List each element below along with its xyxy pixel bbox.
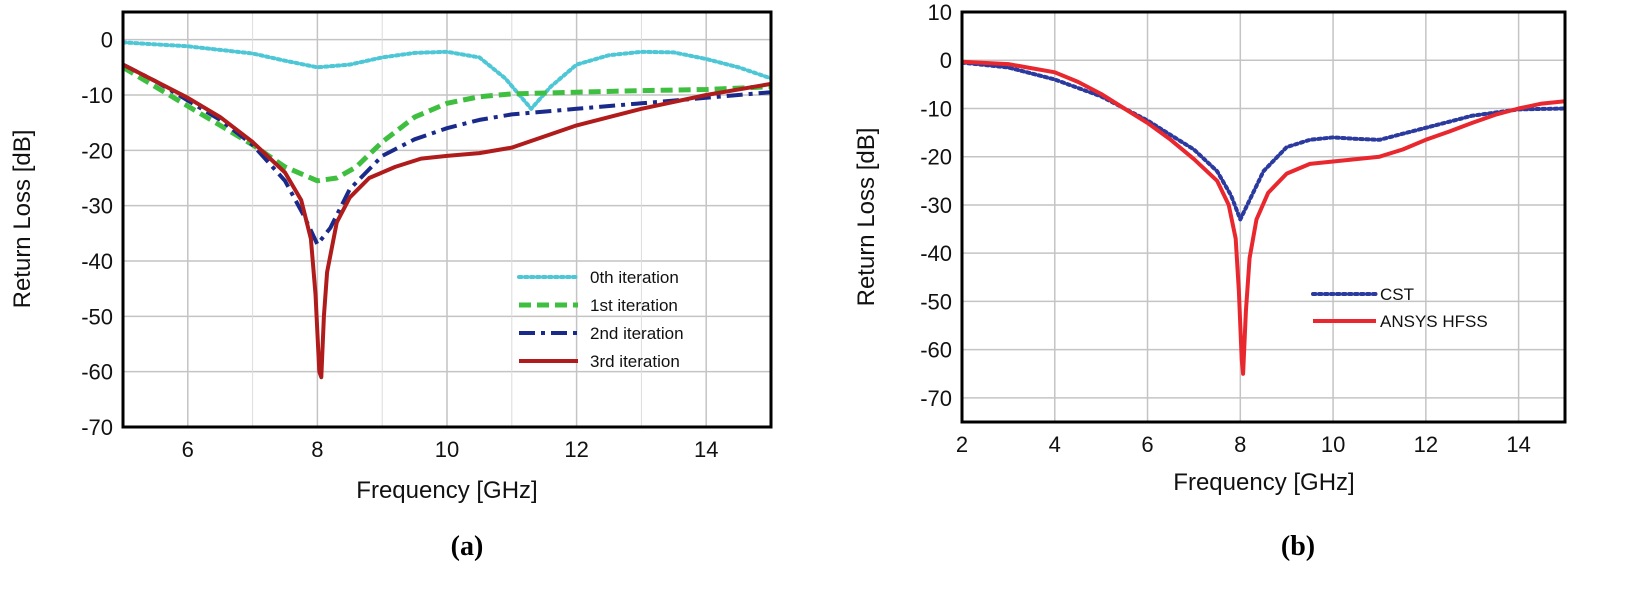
legend-label: CST: [1380, 285, 1414, 304]
y-tick-labels-a: 0 -10 -20 -30 -40 -50 -60 -70: [81, 28, 113, 440]
y-tick-label: -20: [81, 138, 113, 163]
y-tick-label: -30: [920, 193, 952, 218]
plot-frame-b: [960, 10, 1567, 424]
x-tick-label: 6: [1141, 432, 1153, 457]
y-tick-label: -10: [920, 96, 952, 121]
legend-label: 2nd iteration: [590, 324, 684, 343]
y-tick-label: -70: [920, 386, 952, 411]
y-tick-label: 0: [940, 48, 952, 73]
y-tick-label: -30: [81, 194, 113, 219]
y-tick-label: -10: [81, 83, 113, 108]
x-tick-label: 10: [1321, 432, 1345, 457]
x-axis-label-b: Frequency [GHz]: [1173, 469, 1354, 496]
x-tick-label: 6: [182, 437, 194, 462]
x-tick-label: 8: [311, 437, 323, 462]
series-line-3rd-iteration: [123, 62, 771, 380]
series-line-0th-iteration: [123, 40, 771, 111]
y-tick-label: -60: [81, 360, 113, 385]
y-tick-label: -50: [920, 289, 952, 314]
series-line-cst: [962, 60, 1565, 222]
y-tick-label: 0: [101, 28, 113, 53]
series-line-2nd-iteration: [123, 62, 771, 247]
panel-label-b: (b): [1281, 531, 1315, 562]
x-tick-label: 12: [564, 437, 588, 462]
series-line-ansys-hfss: [962, 59, 1565, 376]
y-tick-label: 10: [928, 0, 952, 25]
x-tick-label: 2: [956, 432, 968, 457]
y-tick-label: -50: [81, 304, 113, 329]
y-tick-label: -40: [81, 249, 113, 274]
legend-label: 1st iteration: [590, 296, 678, 315]
y-tick-labels-b: 10 0 -10 -20 -30 -40 -50 -60 -70: [920, 0, 952, 411]
x-axis-label-a: Frequency [GHz]: [356, 477, 537, 504]
x-tick-label: 8: [1234, 432, 1246, 457]
y-tick-label: -60: [920, 338, 952, 363]
y-axis-label-b: Return Loss [dB]: [853, 128, 880, 307]
y-tick-label: -20: [920, 145, 952, 170]
plot-frame-a: [121, 10, 773, 429]
y-tick-label: -70: [81, 415, 113, 440]
x-tick-label: 14: [1506, 432, 1530, 457]
x-tick-label: 12: [1414, 432, 1438, 457]
y-axis-label-a: Return Loss [dB]: [9, 130, 36, 309]
legend-label: ANSYS HFSS: [1380, 312, 1488, 331]
series-group-a: [123, 40, 771, 380]
y-tick-label: -40: [920, 241, 952, 266]
x-tick-label: 10: [435, 437, 459, 462]
x-tick-labels-a: 6 8 10 12 14: [182, 437, 719, 462]
x-tick-labels-b: 2 4 6 8 10 12 14: [956, 432, 1531, 457]
series-group-b: [962, 59, 1565, 376]
legend-b: CST ANSYS HFSS: [1311, 285, 1488, 331]
chart-panel-a: 6 8 10 12 14 0 -10 -20 -30 -40 -50 -60 -70 Frequenc…: [9, 10, 773, 562]
chart-panel-b: 2 4 6 8 10 12 14 10 0 -10 -20 -30 -40 -50 -60 -70 Freq…: [853, 0, 1567, 562]
legend-label: 3rd iteration: [590, 352, 680, 371]
x-tick-label: 4: [1049, 432, 1061, 457]
legend-label: 0th iteration: [590, 268, 679, 287]
panel-label-a: (a): [451, 531, 484, 562]
legend-a: 0th iteration 1st iteration 2nd iteration 3…: [517, 268, 684, 371]
x-tick-label: 14: [694, 437, 718, 462]
